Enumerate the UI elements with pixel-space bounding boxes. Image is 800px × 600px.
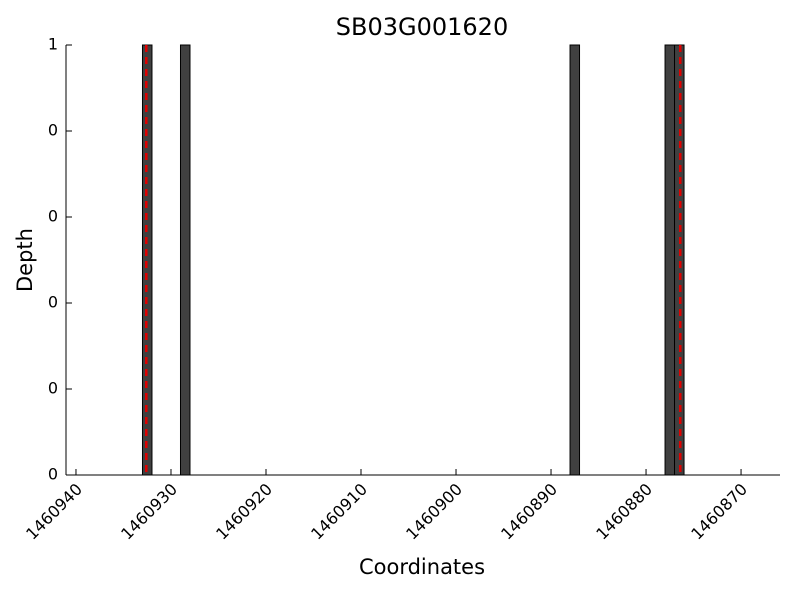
bar: [569, 44, 581, 476]
bar: [179, 44, 191, 476]
x-tick-label: 1460930: [117, 480, 181, 544]
bar: [664, 44, 676, 476]
y-tick-label: 0: [48, 465, 58, 484]
y-tick-label: 0: [48, 379, 58, 398]
y-tick-label: 0: [48, 293, 58, 312]
chart-title: SB03G001620: [336, 13, 508, 41]
x-tick-label: 1460900: [402, 480, 466, 544]
x-tick-label: 1460890: [497, 480, 561, 544]
x-tick-label: 1460910: [307, 480, 371, 544]
x-tick-label: 1460920: [212, 480, 276, 544]
y-tick-label: 1: [48, 35, 58, 54]
y-tick-label: 0: [48, 207, 58, 226]
y-tick-label: 0: [48, 121, 58, 140]
x-tick-label: 1460880: [592, 480, 656, 544]
x-tick-label: 1460870: [687, 480, 751, 544]
y-axis-label: Depth: [13, 228, 37, 292]
x-axis-label: Coordinates: [359, 555, 485, 579]
x-tick-label: 1460940: [22, 480, 86, 544]
